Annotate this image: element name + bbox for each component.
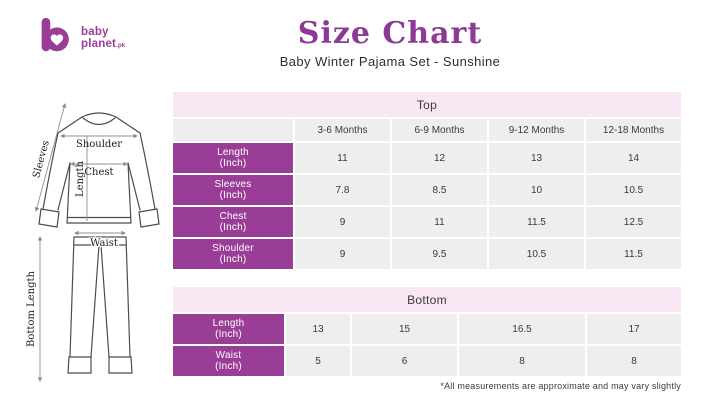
bottom-length-label: Bottom Length [26, 270, 37, 347]
table-cell: 17 [587, 314, 681, 344]
row-label-text: Shoulder [212, 242, 254, 254]
table-cell: 8.5 [392, 175, 487, 205]
row-label: Chest (Inch) [173, 207, 293, 237]
row-label-text: Length [212, 317, 245, 329]
table-cell: 12 [392, 143, 487, 173]
brand-name: baby planet.pk [81, 22, 125, 51]
row-label-text: Length [217, 146, 249, 158]
table-cell: 11.5 [489, 207, 584, 237]
table-cell: 10.5 [489, 239, 584, 269]
row-label-unit: (Inch) [219, 190, 247, 201]
table-cell: 11 [392, 207, 487, 237]
sleeves-label: Sleeves [31, 139, 52, 179]
row-label-text: Sleeves [214, 178, 252, 190]
column-header-3-6: 3-6 Months [295, 119, 390, 141]
column-header-9-12: 9-12 Months [489, 119, 584, 141]
chest-label: Chest [84, 167, 113, 178]
brand-logo: baby planet.pk [34, 15, 125, 57]
row-label: Waist (Inch) [173, 346, 284, 376]
table-cell: 12.5 [586, 207, 681, 237]
top-table-header-row: 3-6 Months 6-9 Months 9-12 Months 12-18 … [173, 119, 681, 141]
row-label-unit: (Inch) [219, 222, 247, 233]
bottom-table-title: Bottom [173, 287, 681, 312]
shoulder-label: Shoulder [76, 139, 122, 150]
table-cell: 16.5 [459, 314, 585, 344]
logo-b-icon [41, 17, 69, 52]
table-cell: 6 [352, 346, 457, 376]
table-cell: 11 [295, 143, 390, 173]
column-header-6-9: 6-9 Months [392, 119, 487, 141]
brand-tld: .pk [116, 43, 126, 49]
top-row-sleeves: Sleeves (Inch) 7.8 8.5 10 10.5 [173, 175, 681, 205]
row-label-unit: (Inch) [215, 361, 242, 372]
brand-line1: baby [81, 25, 109, 38]
row-label-unit: (Inch) [219, 158, 247, 169]
top-row-chest: Chest (Inch) 9 11 11.5 12.5 [173, 207, 681, 237]
table-cell: 8 [587, 346, 681, 376]
page-title: Size Chart [297, 16, 483, 51]
size-tables: Top 3-6 Months 6-9 Months 9-12 Months 12… [173, 92, 681, 391]
top-row-length: Length (Inch) 11 12 13 14 [173, 143, 681, 173]
top-table-title: Top [173, 92, 681, 117]
table-cell: 11.5 [586, 239, 681, 269]
table-cell: 9.5 [392, 239, 487, 269]
page-subtitle: Baby Winter Pajama Set - Sunshine [279, 54, 501, 69]
bottom-row-waist: Waist (Inch) 5 6 8 8 [173, 346, 681, 376]
length-label: Length [75, 161, 86, 197]
table-cell: 8 [459, 346, 585, 376]
row-label-unit: (Inch) [219, 254, 247, 265]
table-cell: 7.8 [295, 175, 390, 205]
row-label-unit: (Inch) [215, 329, 242, 340]
pants-outline [67, 236, 133, 374]
table-cell: 14 [586, 143, 681, 173]
row-label-text: Waist [215, 349, 242, 361]
table-cell: 9 [295, 239, 390, 269]
column-header-12-18: 12-18 Months [586, 119, 681, 141]
table-cell: 13 [489, 143, 584, 173]
table-cell: 10 [489, 175, 584, 205]
table-cell: 5 [286, 346, 350, 376]
header-spacer-cell [173, 119, 293, 141]
waist-label: Waist [90, 238, 118, 249]
brand-line2: planet.pk [81, 38, 126, 50]
table-cell: 9 [295, 207, 390, 237]
table-cell: 10.5 [586, 175, 681, 205]
bottom-row-length: Length (Inch) 13 15 16.5 17 [173, 314, 681, 344]
table-cell: 15 [352, 314, 457, 344]
row-label: Shoulder (Inch) [173, 239, 293, 269]
pajama-measurement-diagram: Shoulder Chest Length Sleeves Waist Bott… [26, 103, 160, 382]
row-label-text: Chest [219, 210, 247, 222]
row-label: Length (Inch) [173, 143, 293, 173]
measurements-disclaimer: *All measurements are approximate and ma… [440, 381, 681, 391]
heart-icon [50, 34, 64, 46]
row-label: Sleeves (Inch) [173, 175, 293, 205]
row-label: Length (Inch) [173, 314, 284, 344]
table-cell: 13 [286, 314, 350, 344]
header: Size Chart Baby Winter Pajama Set - Suns… [60, 16, 720, 69]
measurement-lines [34, 103, 138, 382]
top-row-shoulder: Shoulder (Inch) 9 9.5 10.5 11.5 [173, 239, 681, 269]
